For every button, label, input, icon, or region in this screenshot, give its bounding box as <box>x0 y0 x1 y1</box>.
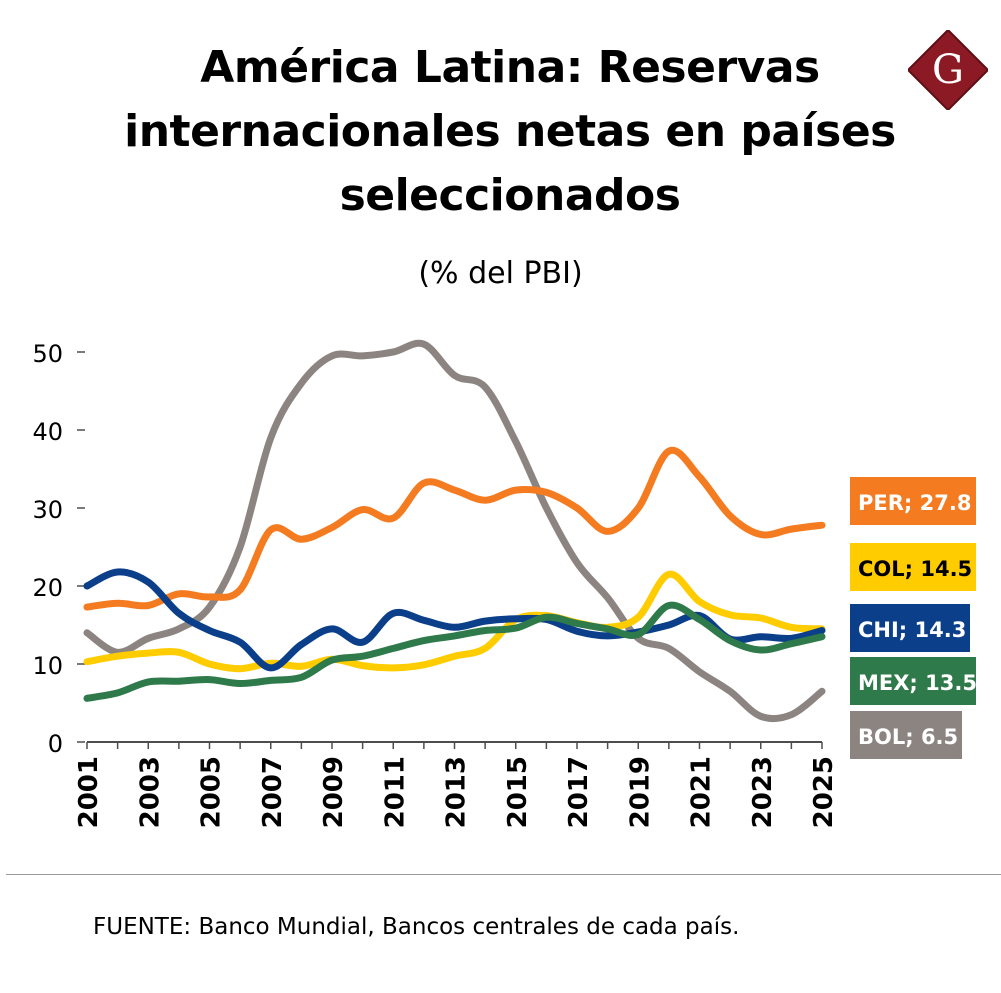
series-label-box-chi <box>850 604 970 652</box>
x-tick-label: 2013 <box>442 756 472 828</box>
y-tick-label: 50 <box>32 340 63 368</box>
x-tick-label: 2025 <box>809 756 839 828</box>
series-label-bol: BOL; 6.5 <box>858 725 958 749</box>
series-labels: PER; 27.8 COL; 14.5 CHI; 14.3 MEX; 13.5 BOL;… <box>850 477 977 759</box>
x-tick-label: 2005 <box>197 756 227 828</box>
line-chart: 0 10 20 30 40 50 2001 2003 2005 2007 2009 2011 2013… <box>32 339 977 828</box>
series-label-mex: MEX; 13.5 <box>858 671 977 695</box>
series-label-per: PER; 27.8 <box>858 491 971 515</box>
x-tick-label: 2015 <box>503 756 533 828</box>
gestion-logo: G <box>906 28 990 112</box>
series-label-box-bol <box>850 711 962 759</box>
series-label-chi: CHI; 14.3 <box>858 618 966 642</box>
series-label-box-col <box>850 543 976 591</box>
chart-title: América Latina: Reservas internacionales… <box>124 42 896 221</box>
series-label-col: COL; 14.5 <box>858 557 972 581</box>
x-tick-label: 2001 <box>74 756 104 828</box>
y-tick-label: 20 <box>32 574 63 602</box>
x-tick-label: 2017 <box>564 756 594 828</box>
series-line-col <box>83 570 826 673</box>
y-tick-label: 10 <box>32 652 63 680</box>
source-note: FUENTE: Banco Mundial, Bancos centrales … <box>93 914 740 940</box>
y-tick-label: 30 <box>32 496 63 524</box>
chart-subtitle: (% del PBI) <box>418 256 583 291</box>
series-label-box-mex <box>850 657 976 705</box>
x-tick-label: 2019 <box>625 756 655 828</box>
x-tick-label: 2021 <box>687 756 717 828</box>
x-tick-label: 2011 <box>380 756 410 828</box>
y-tick-label: 40 <box>32 418 63 446</box>
series-line-per <box>83 446 826 611</box>
series-line-bol <box>83 339 826 723</box>
footer-divider <box>6 874 1001 875</box>
x-tick-label: 2009 <box>319 756 349 828</box>
x-tick-label: 2003 <box>135 756 165 828</box>
y-tick-label: 0 <box>48 730 63 758</box>
logo-letter: G <box>932 47 964 93</box>
x-tick-label: 2007 <box>258 756 288 828</box>
y-axis: 0 10 20 30 40 50 <box>32 340 85 758</box>
series-label-box-per <box>850 477 976 525</box>
series-lines <box>83 339 826 723</box>
x-axis: 2001 2003 2005 2007 2009 2011 2013 2015 2017 2019… <box>74 741 839 828</box>
series-line-mex <box>83 601 826 702</box>
x-tick-label: 2023 <box>748 756 778 828</box>
